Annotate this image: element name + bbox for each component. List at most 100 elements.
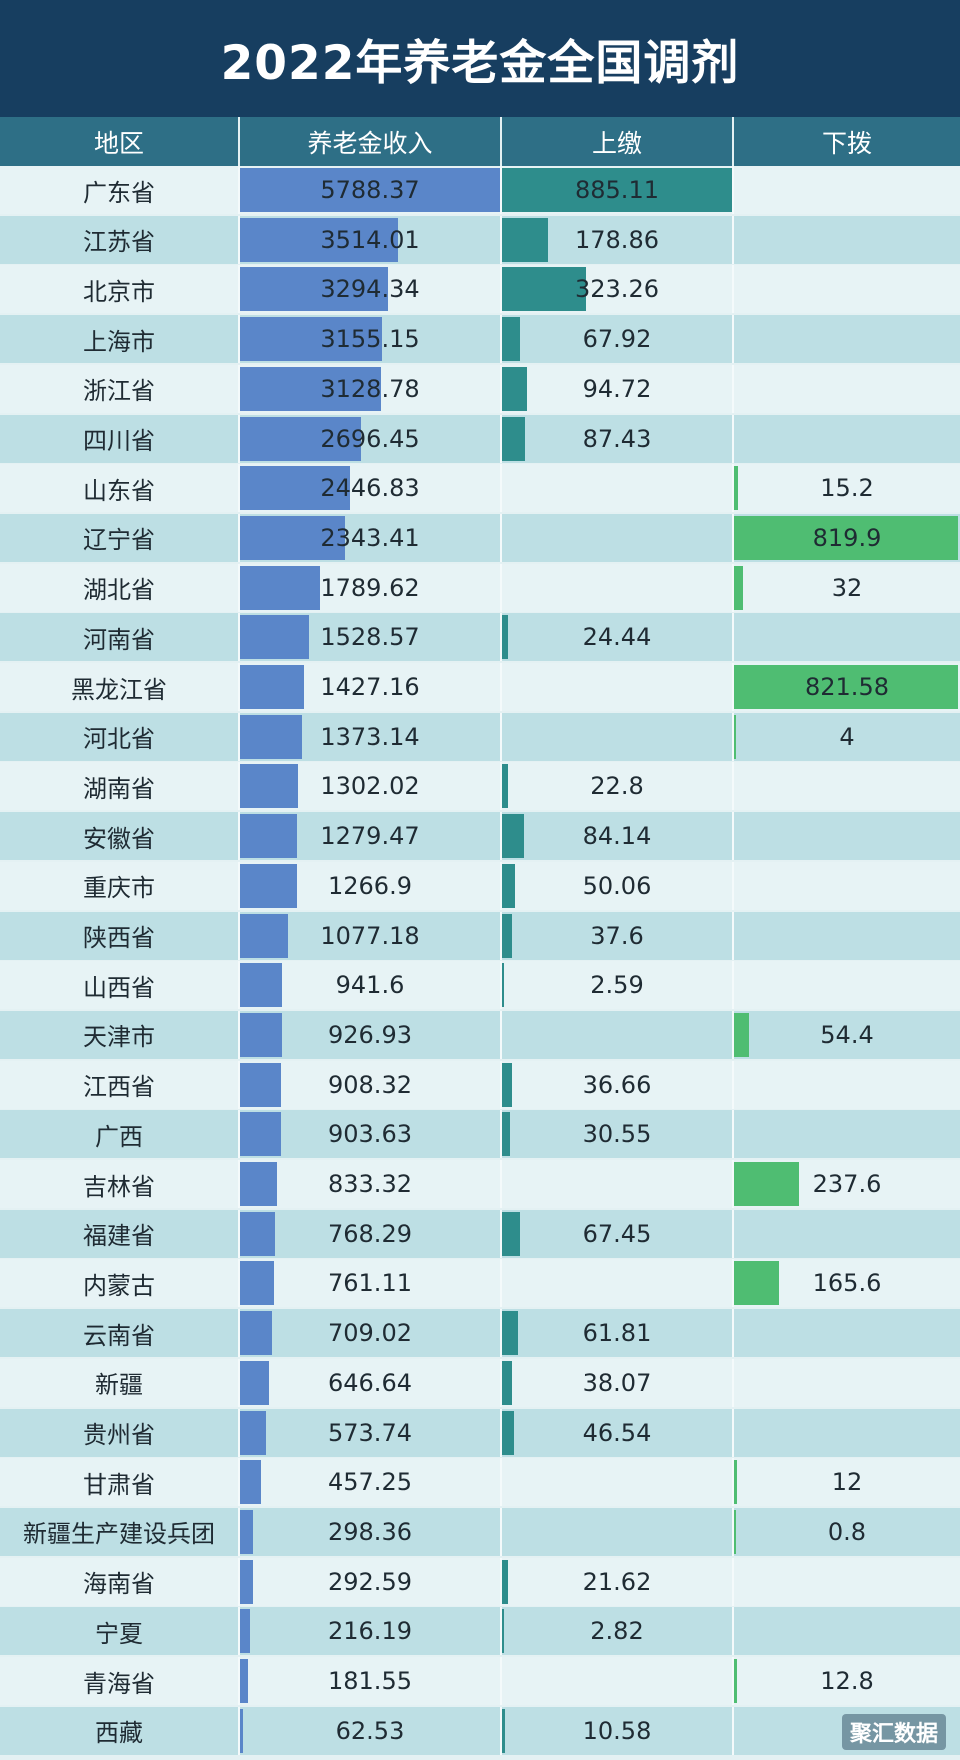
- cell-region: 广东省: [0, 166, 240, 214]
- cell-down: 12: [734, 1458, 960, 1506]
- value-income: 62.53: [335, 1716, 405, 1745]
- cell-region: 陕西省: [0, 911, 240, 960]
- cell-region: 云南省: [0, 1309, 240, 1358]
- value-up: 67.45: [582, 1219, 652, 1248]
- value-region: 宁夏: [95, 1619, 143, 1648]
- value-up: [502, 564, 732, 612]
- value-income: 646.64: [328, 1368, 412, 1397]
- value-up: 94.72: [582, 374, 652, 403]
- bar-up: [502, 1708, 505, 1753]
- value-down: 237.6: [812, 1170, 882, 1198]
- value-region: 新疆: [95, 1371, 143, 1400]
- value-down: [734, 365, 960, 413]
- cell-down: 237.6: [734, 1160, 960, 1208]
- value-down: [734, 1061, 960, 1109]
- bar-income: [240, 168, 500, 212]
- cell-down: [734, 912, 960, 960]
- value-up: [502, 663, 732, 711]
- cell-region: 黑龙江省: [0, 663, 240, 711]
- value-down: [734, 1359, 960, 1407]
- value-up: 24.44: [582, 623, 652, 652]
- cell-up: 323.26: [502, 265, 734, 314]
- value-down: [734, 762, 960, 810]
- bar-income: [240, 714, 302, 759]
- value-region: 江苏省: [83, 228, 155, 257]
- cell-up: 87.43: [502, 414, 734, 463]
- cell-up: 24.44: [502, 613, 734, 662]
- bar-income: [240, 317, 382, 362]
- cell-up: 37.6: [502, 911, 734, 960]
- table-row: 湖南省 1302.02 22.8: [0, 762, 960, 811]
- cell-down: [734, 1359, 960, 1407]
- bar-down: [734, 1162, 799, 1206]
- value-region: 重庆市: [83, 874, 155, 903]
- bar-income: [240, 1708, 243, 1753]
- value-region: 浙江省: [83, 377, 155, 406]
- value-region: 吉林省: [83, 1172, 155, 1201]
- cell-down: [734, 415, 960, 463]
- cell-region: 广西: [0, 1110, 240, 1159]
- bar-up: [502, 317, 520, 362]
- cell-income: 457.25: [240, 1458, 502, 1507]
- value-income: 1266.9: [328, 871, 412, 900]
- value-up: 2.59: [590, 971, 644, 1000]
- cell-income: 833.32: [240, 1160, 502, 1208]
- cell-income: 1373.14: [240, 712, 502, 761]
- cell-up: 30.55: [502, 1110, 734, 1159]
- cell-up: 10.58: [502, 1706, 734, 1755]
- value-region: 安徽省: [83, 824, 155, 853]
- cell-region: 青海省: [0, 1657, 240, 1705]
- bar-income: [240, 1062, 281, 1107]
- page-title: 2022年养老金全国调剂: [220, 36, 740, 91]
- table-row: 广西 903.63 30.55: [0, 1110, 960, 1159]
- cell-down: [734, 166, 960, 214]
- table-row: 重庆市 1266.9 50.06: [0, 861, 960, 910]
- value-up: 50.06: [582, 871, 652, 900]
- value-down: 12: [831, 1468, 863, 1497]
- value-up: 885.11: [575, 176, 659, 204]
- cell-up: 38.07: [502, 1358, 734, 1407]
- bar-income: [240, 1211, 275, 1256]
- value-income: 5788.37: [320, 176, 420, 204]
- value-down: [734, 216, 960, 264]
- value-income: 2446.83: [320, 474, 420, 503]
- bar-down: [734, 714, 736, 759]
- bar-up: [502, 1112, 510, 1157]
- value-down: 819.9: [812, 523, 882, 552]
- bar-up: [502, 1609, 504, 1654]
- value-up: [502, 713, 732, 761]
- cell-down: [734, 862, 960, 910]
- value-up: [502, 1160, 732, 1208]
- cell-up: 94.72: [502, 364, 734, 413]
- cell-region: 新疆生产建设兵团: [0, 1507, 240, 1556]
- cell-income: 1427.16: [240, 663, 502, 711]
- table-row: 广东省 5788.37 885.11: [0, 166, 960, 214]
- table-row: 江苏省 3514.01 178.86: [0, 215, 960, 264]
- cell-income: 298.36: [240, 1507, 502, 1556]
- cell-income: 1789.62: [240, 563, 502, 612]
- value-income: 3155.15: [320, 325, 420, 354]
- table-row: 吉林省 833.32 237.6: [0, 1160, 960, 1208]
- table-row: 贵州省 573.74 46.54: [0, 1408, 960, 1457]
- value-income: 761.11: [328, 1269, 412, 1298]
- cell-up: [502, 1458, 734, 1507]
- value-up: [502, 1458, 732, 1506]
- cell-income: 646.64: [240, 1358, 502, 1407]
- value-region: 陕西省: [83, 924, 155, 952]
- cell-up: 46.54: [502, 1408, 734, 1457]
- header-down: 下拨: [821, 128, 872, 158]
- bar-income: [240, 1559, 254, 1604]
- table-row: 新疆 646.64 38.07: [0, 1358, 960, 1407]
- cell-region: 浙江省: [0, 364, 240, 413]
- cell-up: [502, 1160, 734, 1208]
- cell-region: 海南省: [0, 1557, 240, 1606]
- value-up: [502, 464, 732, 512]
- cell-up: 2.59: [502, 961, 734, 1010]
- bar-income: [240, 1659, 249, 1703]
- bar-income: [240, 1509, 254, 1554]
- table-row: 宁夏 216.19 2.82: [0, 1607, 960, 1656]
- bar-income: [240, 515, 346, 560]
- cell-region: 河南省: [0, 613, 240, 662]
- value-income: 2696.45: [320, 424, 420, 453]
- value-up: 67.92: [582, 325, 652, 354]
